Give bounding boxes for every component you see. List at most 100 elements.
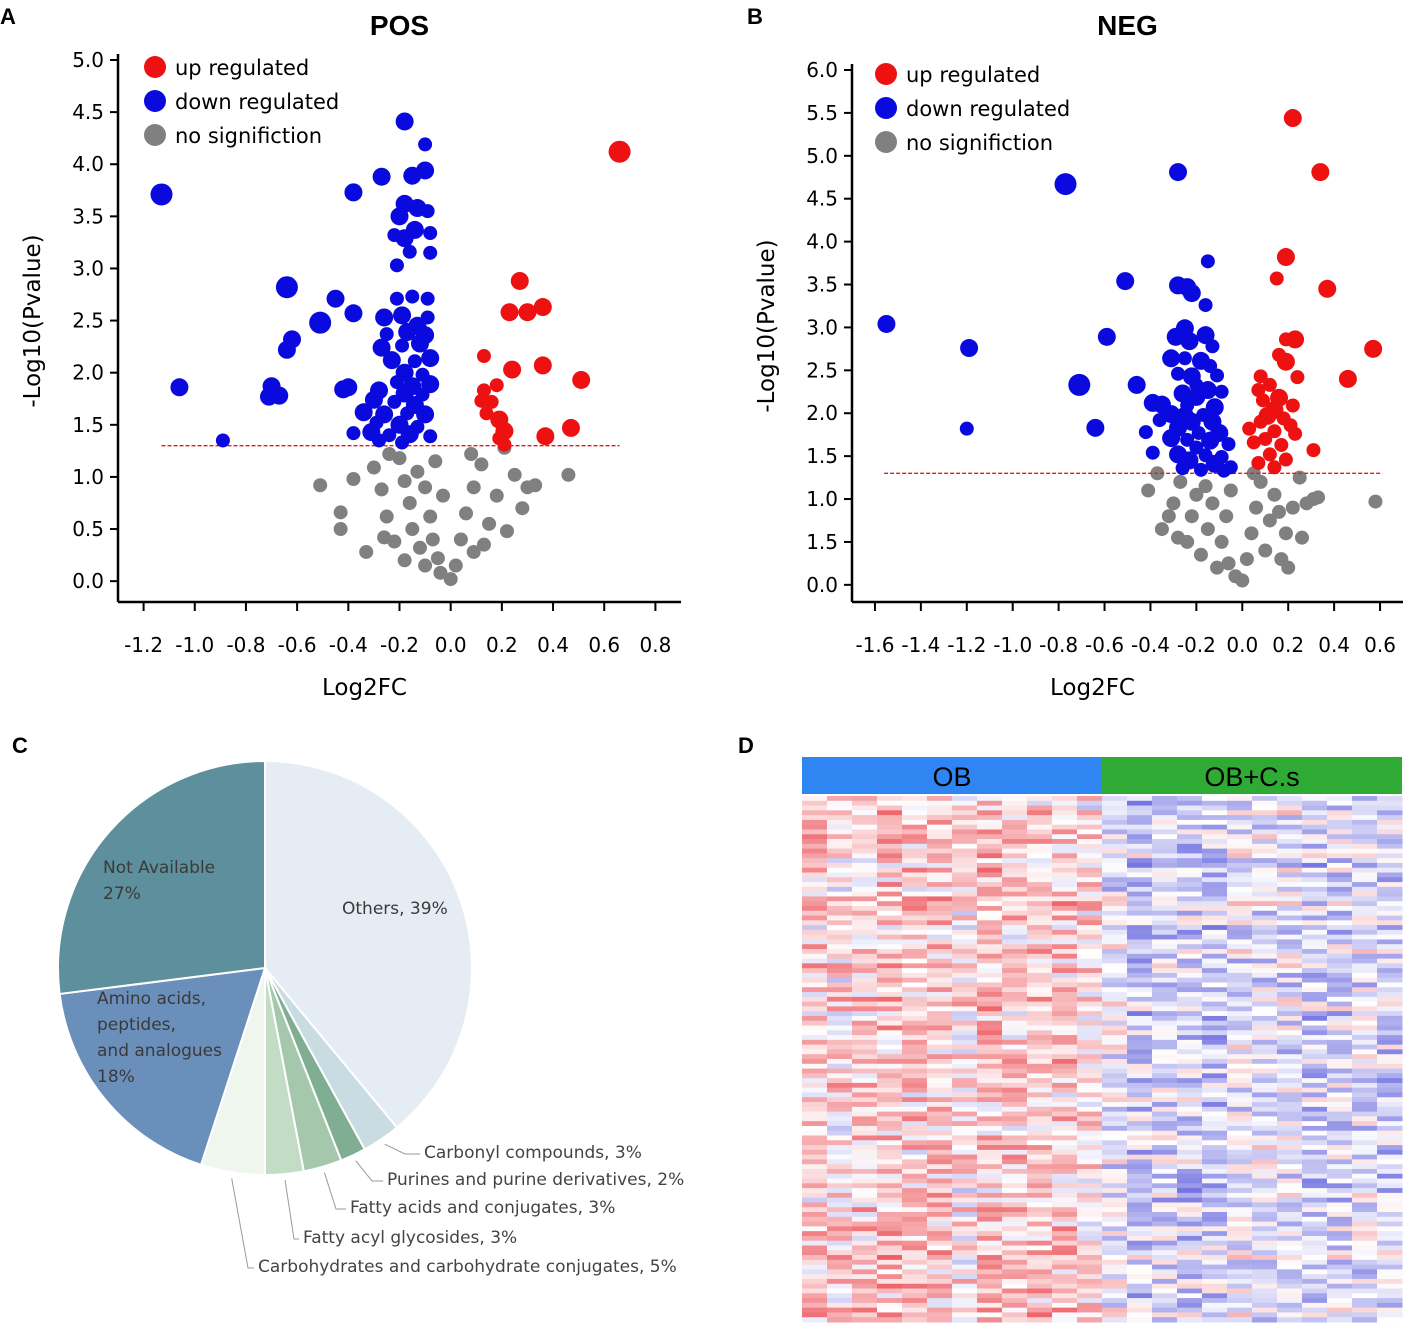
heatmap-cell	[1277, 862, 1303, 869]
heatmap-cell	[1027, 1259, 1053, 1266]
heatmap-cell	[802, 1116, 828, 1122]
heatmap-cell	[1002, 1020, 1028, 1027]
heatmap-cell	[1327, 853, 1353, 859]
heatmap-cell	[1377, 905, 1403, 912]
heatmap-cell	[1027, 1192, 1053, 1199]
heatmap-cell	[927, 1207, 953, 1213]
heatmap-cell	[1002, 1073, 1028, 1079]
heatmap-cell	[952, 987, 978, 993]
heatmap-cell	[1277, 1011, 1303, 1017]
heatmap-cell	[1102, 1059, 1128, 1065]
heatmap-cell	[877, 953, 903, 960]
point-down-regulated	[1205, 398, 1224, 417]
heatmap-cell	[1027, 1168, 1053, 1175]
heatmap-cell	[1377, 1039, 1403, 1046]
y-tick-label: 5.0	[806, 144, 838, 168]
heatmap-cell	[1202, 1164, 1228, 1170]
heatmap-cell	[1327, 915, 1353, 921]
heatmap-cell	[1352, 1202, 1378, 1208]
heatmap-cell	[1277, 1116, 1303, 1122]
point-down-regulated	[1216, 463, 1231, 478]
heatmap-cell	[1177, 1264, 1203, 1270]
heatmap-cell	[952, 1188, 978, 1194]
heatmap-cell	[1102, 982, 1128, 988]
heatmap-cell	[1227, 929, 1253, 936]
heatmap-cell	[902, 1173, 928, 1180]
point-down-regulated	[421, 349, 440, 368]
heatmap-cell	[877, 810, 903, 816]
heatmap-cell	[877, 1235, 903, 1242]
heatmap-cell	[1377, 824, 1403, 830]
heatmap-cell	[1077, 915, 1103, 921]
point-no-significance	[464, 446, 479, 461]
point-no-significance	[405, 522, 420, 537]
heatmap-cell	[1202, 1231, 1228, 1237]
heatmap-cell	[977, 1006, 1003, 1012]
heatmap-cell	[1377, 1140, 1403, 1146]
heatmap-cell	[902, 1302, 928, 1309]
heatmap-cell	[1177, 834, 1203, 840]
heatmap-cell	[1102, 800, 1128, 807]
heatmap-cell	[1177, 1235, 1203, 1242]
heatmap-cell	[1177, 1178, 1203, 1184]
y-tick-label: 4.5	[806, 187, 838, 211]
heatmap-cell	[1002, 1197, 1028, 1203]
heatmap-cell	[1052, 992, 1078, 998]
heatmap-cell	[1002, 867, 1028, 874]
heatmap-cell	[1202, 1087, 1228, 1093]
heatmap-cell	[902, 1011, 928, 1017]
heatmap-cell	[1027, 1250, 1053, 1256]
heatmap-cell	[802, 1168, 828, 1175]
heatmap-cell	[1177, 1197, 1203, 1203]
heatmap-cell	[902, 796, 928, 802]
heatmap-cell	[927, 1097, 953, 1103]
heatmap-cell	[902, 886, 928, 893]
heatmap-cell	[1352, 1135, 1378, 1141]
heatmap-cell	[827, 1135, 853, 1141]
heatmap-cell	[1027, 1030, 1053, 1036]
heatmap-cell	[1202, 1278, 1228, 1285]
heatmap-cell	[1177, 1202, 1203, 1208]
pie-label-amino-acids: peptides,	[97, 1015, 176, 1035]
heatmap-cell	[1252, 1082, 1278, 1089]
heatmap-cell	[1152, 796, 1178, 802]
heatmap-cell	[1377, 1044, 1403, 1050]
heatmap-cell	[1002, 1264, 1028, 1270]
heatmap-cell	[1002, 824, 1028, 830]
pie-chart: Others, 39%Amino acids,peptides,and anal…	[57, 759, 684, 1277]
heatmap-cell	[1227, 1001, 1253, 1007]
heatmap-cell	[1252, 1250, 1278, 1256]
heatmap-cell	[977, 1102, 1003, 1108]
heatmap-cell	[977, 1278, 1003, 1285]
heatmap-cell	[877, 1288, 903, 1294]
heatmap-cell	[977, 1025, 1003, 1031]
heatmap-cell	[952, 1269, 978, 1275]
heatmap-cell	[1302, 1125, 1328, 1132]
heatmap-cell	[852, 1164, 878, 1170]
heatmap-cell	[827, 1178, 853, 1184]
point-down-regulated	[1138, 425, 1153, 440]
heatmap-cell	[1002, 910, 1028, 917]
heatmap-cell	[802, 796, 828, 802]
heatmap-cell	[977, 1192, 1003, 1199]
heatmap-cell	[1277, 1264, 1303, 1270]
heatmap-cell	[1327, 1317, 1353, 1323]
heatmap-cell	[1102, 896, 1128, 902]
heatmap-cell	[1202, 1102, 1228, 1108]
heatmap-cell	[977, 949, 1003, 955]
heatmap-cell	[902, 1259, 928, 1266]
heatmap-cell	[902, 1178, 928, 1184]
heatmap-cell	[1052, 1073, 1078, 1079]
heatmap-cell	[1352, 848, 1378, 854]
heatmap-cell	[902, 843, 928, 850]
heatmap-cell	[1252, 1192, 1278, 1199]
heatmap-cell	[1127, 810, 1153, 816]
heatmap-cell	[927, 1030, 953, 1036]
heatmap-cell	[1277, 1293, 1303, 1299]
heatmap-cell	[1327, 1102, 1353, 1108]
heatmap-cell	[1077, 977, 1103, 983]
heatmap-cell	[1177, 796, 1203, 802]
heatmap-cell	[902, 853, 928, 859]
heatmap-cell	[1202, 1130, 1228, 1137]
heatmap-cell	[802, 853, 828, 859]
